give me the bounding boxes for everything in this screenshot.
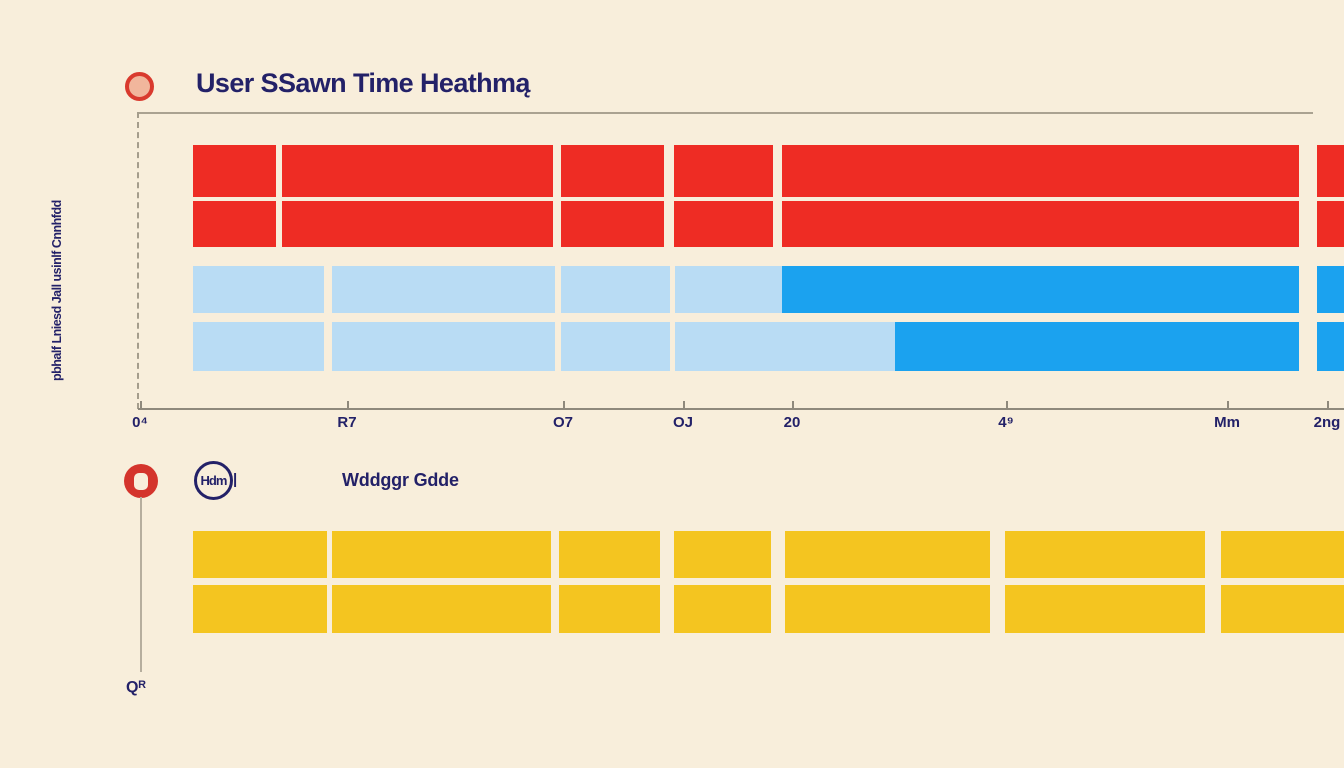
heatmap-cell <box>785 531 990 578</box>
bottom-chart-title: Wddggr Gdde <box>342 470 459 490</box>
heatmap-cell <box>332 266 555 313</box>
logo-text: Hdm <box>200 473 228 488</box>
x-axis-tick-label: Mm <box>1214 414 1240 431</box>
plot-top-border <box>138 112 1313 114</box>
x-axis-tick-label: R7 <box>337 414 357 431</box>
y-axis-label: pbhalf Lniesd Jall usinlf Cnnhfdd <box>50 200 64 381</box>
heatmap-cell <box>1221 531 1344 578</box>
heatmap-cell <box>193 266 324 313</box>
record-circle-icon <box>125 72 154 101</box>
x-axis-tick <box>683 401 685 408</box>
heatmap-cell <box>193 531 327 578</box>
x-axis-tick-label: 20 <box>783 414 801 431</box>
x-axis-tick <box>1227 401 1229 408</box>
heatmap-cell <box>1317 145 1344 197</box>
o-ring-hole <box>134 472 148 490</box>
x-axis-tick <box>563 401 565 408</box>
heatmap-cell <box>1005 585 1205 633</box>
heatmap-cell <box>282 201 553 247</box>
heatmap-cell <box>674 531 771 578</box>
x-axis-tick <box>792 401 794 408</box>
x-axis-tick <box>1327 401 1329 408</box>
heatmap-cell <box>193 145 276 197</box>
x-axis-tick-label: 4⁹ <box>998 414 1014 431</box>
heatmap-cell <box>1221 585 1344 633</box>
heatmap-cell <box>782 201 1299 247</box>
x-axis-tick <box>1006 401 1008 408</box>
heatmap-cell <box>1005 531 1205 578</box>
heatmap-cell <box>675 322 895 371</box>
heatmap-cell <box>559 531 660 578</box>
heatmap-cell <box>561 322 670 371</box>
heatmap-cell <box>332 322 555 371</box>
heatmap-cell <box>561 266 670 313</box>
x-axis-tick <box>140 401 142 408</box>
heatmap-cell <box>193 585 327 633</box>
logo-side-mark: | <box>233 471 238 488</box>
x-axis-tick-label: 0⁴ <box>132 414 148 431</box>
heatmap-cell <box>674 585 771 633</box>
heatmap-cell <box>282 145 553 197</box>
heatmap-cell <box>895 322 1299 371</box>
heatmap-cell <box>782 266 1299 313</box>
heatmap-cell <box>674 201 773 247</box>
logo-circle-icon: Hdm <box>194 461 233 500</box>
heatmap-cell <box>332 531 551 578</box>
x-axis-tick-label: OJ <box>672 414 694 431</box>
bottom-y-guide-line <box>140 497 142 672</box>
heatmap-cell <box>332 585 551 633</box>
o-ring-icon <box>124 464 158 498</box>
heatmap-cell <box>559 585 660 633</box>
y-axis-dashed-line <box>137 112 139 409</box>
x-axis-line <box>138 408 1344 410</box>
heatmap-cell <box>1317 322 1344 371</box>
heatmap-cell <box>193 322 324 371</box>
bottom-y-tick-label: Qᴿ <box>126 679 146 696</box>
top-chart-title: User SSawn Time Heathmą <box>196 68 530 98</box>
x-axis-tick <box>347 401 349 408</box>
heatmap-cell <box>561 145 664 197</box>
heatmap-cell <box>193 201 276 247</box>
heatmap-cell <box>1317 266 1344 313</box>
heatmap-cell <box>782 145 1299 197</box>
heatmap-cell <box>1317 201 1344 247</box>
heatmap-cell <box>674 145 773 197</box>
heatmap-cell <box>561 201 664 247</box>
x-axis-tick-label: 2ng <box>1313 414 1341 431</box>
heatmap-cell <box>785 585 990 633</box>
heatmap-cell <box>675 266 782 313</box>
x-axis-tick-label: O7 <box>552 414 574 431</box>
